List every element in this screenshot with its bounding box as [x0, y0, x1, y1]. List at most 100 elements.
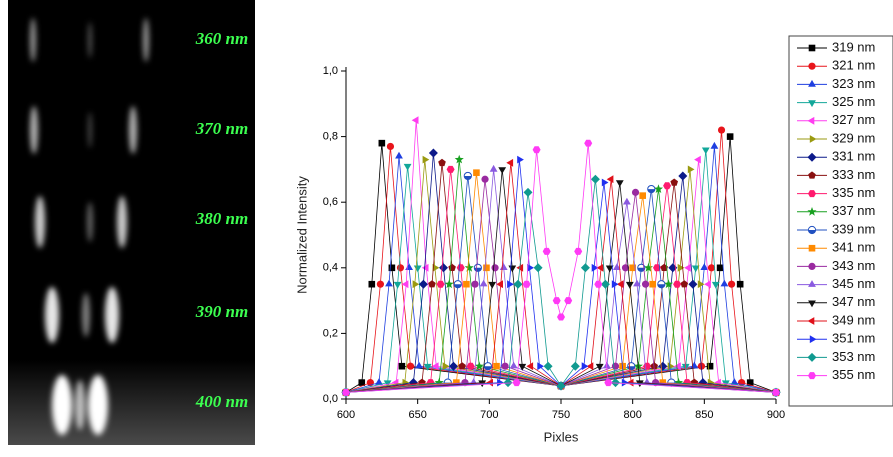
marker — [483, 264, 490, 272]
marker — [473, 263, 482, 272]
marker — [716, 264, 724, 272]
marker-part — [657, 284, 665, 288]
marker — [499, 263, 508, 270]
marker — [623, 197, 631, 205]
marker — [710, 141, 719, 149]
legend-marker — [807, 352, 817, 362]
marker — [439, 263, 448, 273]
marker — [438, 158, 446, 167]
y-axis-title: Normalized Intensity — [294, 176, 309, 294]
series-line — [345, 152, 777, 393]
legend-label: 351 nm — [832, 331, 875, 346]
marker — [707, 264, 716, 272]
marker — [401, 280, 409, 289]
marker — [418, 279, 428, 289]
legend-marker — [808, 79, 816, 87]
marker — [670, 178, 678, 186]
legend-label: 337 nm — [832, 203, 875, 218]
marker — [527, 263, 534, 272]
marker — [657, 280, 666, 289]
series — [341, 174, 781, 397]
marker — [463, 280, 470, 288]
marker — [616, 280, 624, 289]
x-tick-label: 900 — [767, 409, 785, 421]
marker-part — [808, 230, 816, 234]
marker — [627, 362, 636, 371]
marker — [395, 151, 403, 159]
marker — [606, 175, 614, 184]
marker — [621, 264, 630, 272]
marker — [637, 263, 646, 272]
legend-label: 331 nm — [832, 149, 875, 164]
marker — [436, 280, 445, 288]
marker — [596, 263, 604, 272]
marker — [700, 263, 709, 270]
legend-marker — [808, 171, 816, 179]
marker — [601, 178, 609, 187]
y-tick-label: 0,0 — [323, 393, 338, 405]
legend-marker — [809, 135, 817, 143]
marker — [697, 280, 705, 289]
legend-marker — [807, 116, 815, 125]
series — [342, 158, 780, 396]
marker — [423, 363, 432, 371]
marker — [513, 279, 523, 289]
marker — [434, 377, 444, 387]
marker — [641, 280, 650, 288]
marker — [406, 362, 415, 370]
marker — [385, 279, 393, 287]
marker — [611, 378, 620, 388]
marker — [405, 263, 413, 270]
marker — [717, 126, 726, 134]
marker — [727, 280, 736, 288]
marker — [649, 280, 657, 288]
marker — [746, 379, 754, 386]
marker — [415, 361, 423, 369]
marker — [483, 362, 492, 371]
marker — [453, 280, 462, 289]
marker — [556, 381, 566, 391]
y-tick-label: 0,2 — [323, 327, 338, 339]
marker — [393, 281, 402, 289]
series — [342, 147, 780, 397]
marker — [684, 263, 691, 272]
marker — [625, 281, 634, 289]
marker — [471, 280, 479, 288]
image-label: 370 nm — [195, 119, 248, 138]
marker — [688, 279, 698, 289]
marker — [631, 188, 640, 196]
marker — [403, 163, 412, 171]
marker — [486, 378, 493, 387]
marker — [581, 362, 589, 371]
marker — [687, 165, 695, 174]
legend-marker — [808, 262, 816, 270]
marker — [574, 247, 583, 255]
marker — [428, 148, 438, 158]
series — [341, 116, 779, 397]
marker — [474, 361, 484, 371]
marker-part — [464, 175, 472, 180]
legend-label: 329 nm — [832, 130, 875, 145]
legend-marker — [807, 152, 817, 162]
marker — [736, 280, 744, 288]
marker — [449, 361, 458, 371]
legend-marker — [809, 335, 817, 344]
marker — [388, 264, 396, 272]
marker-part — [484, 366, 492, 370]
marker — [605, 265, 614, 273]
marker — [453, 379, 460, 386]
marker — [506, 158, 514, 167]
marker — [509, 361, 518, 369]
legend-marker — [808, 280, 816, 287]
marker — [396, 264, 405, 272]
legend-label: 321 nm — [832, 58, 875, 73]
marker-part — [454, 284, 462, 288]
marker — [463, 171, 472, 181]
marker-part — [647, 189, 655, 193]
marker-part — [637, 267, 645, 272]
marker — [677, 263, 685, 272]
marker — [674, 362, 681, 371]
legend-label: 353 nm — [832, 349, 875, 364]
marker — [604, 379, 613, 387]
